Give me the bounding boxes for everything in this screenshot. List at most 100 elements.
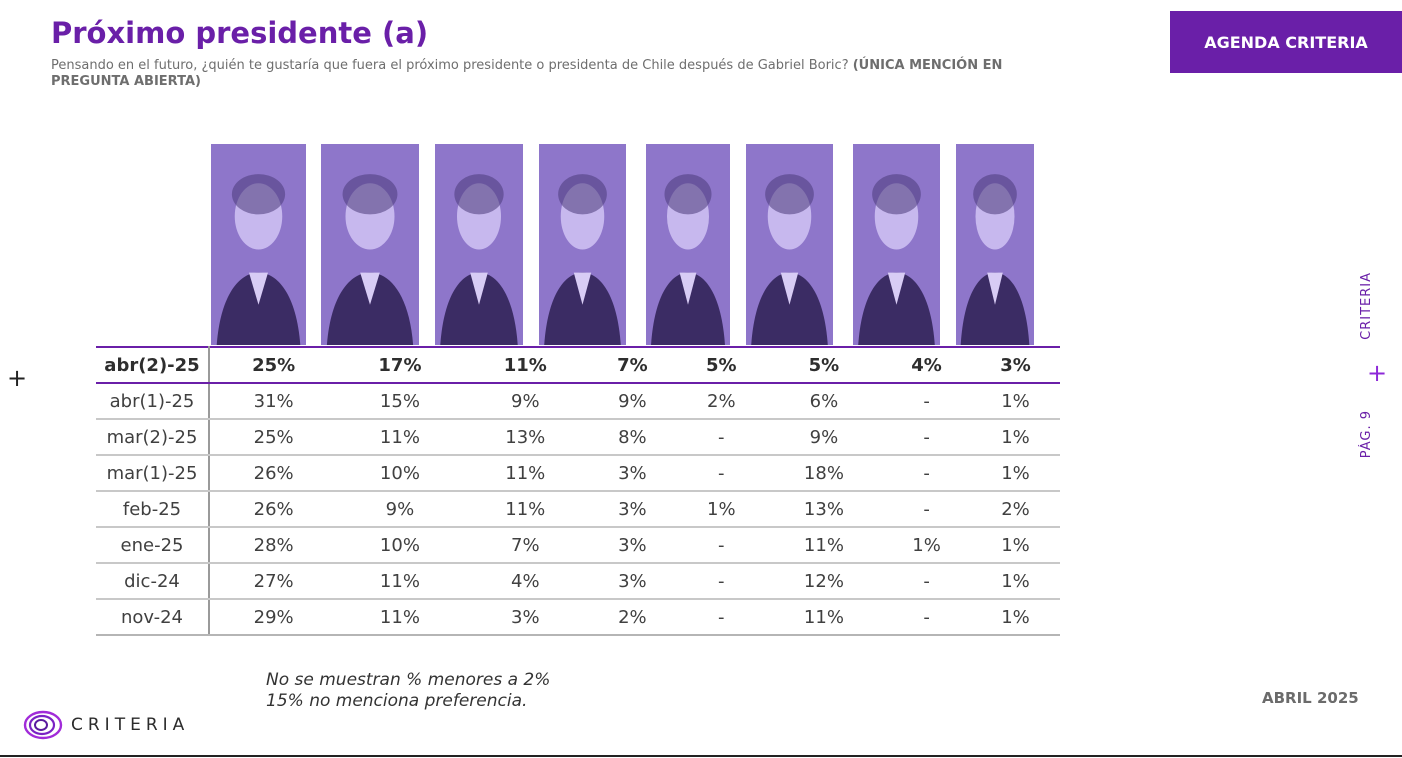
page-number: PÁG. 9 <box>1359 410 1374 459</box>
person-silhouette-icon <box>435 144 523 345</box>
value-cell-candidate-8: 3% <box>971 346 1060 384</box>
value-cell-candidate-1: 26% <box>209 491 338 528</box>
candidate-5-photo <box>646 144 730 345</box>
value-cell-candidate-7: - <box>882 383 972 420</box>
value-cell-candidate-1: 25% <box>209 346 338 384</box>
value-cell-candidate-3: 13% <box>462 419 588 456</box>
row-label: feb-25 <box>96 491 210 528</box>
row-label: mar(2)-25 <box>96 419 210 456</box>
value-cell-candidate-2: 15% <box>337 383 463 420</box>
value-cell-candidate-7: - <box>882 491 972 528</box>
value-cell-candidate-2: 10% <box>337 527 463 564</box>
value-cell-candidate-2: 11% <box>337 419 463 456</box>
value-cell-candidate-6: 11% <box>765 527 883 564</box>
question-body: Pensando en el futuro, ¿quién te gustarí… <box>51 58 849 73</box>
row-label: abr(1)-25 <box>96 383 210 420</box>
question-note: (ÚNICA MENCIÓN EN PREGUNTA ABIERTA) <box>51 58 1003 89</box>
value-cell-candidate-7: 1% <box>882 527 972 564</box>
value-cell-candidate-1: 27% <box>209 563 338 600</box>
question-text: Pensando en el futuro, ¿quién te gustarí… <box>51 58 1011 90</box>
value-cell-candidate-3: 11% <box>462 491 588 528</box>
candidate-4-photo <box>539 144 626 345</box>
results-table-body: abr(2)-25 25% 17% 11% 7% 5% 5% 4% 3% abr(1)-25 31%… <box>96 346 1060 636</box>
criteria-logo: CRITERIA <box>23 709 189 741</box>
value-cell-candidate-5: 1% <box>676 491 766 528</box>
value-cell-candidate-7: - <box>882 419 972 456</box>
value-cell-candidate-6: 13% <box>765 491 883 528</box>
value-cell-candidate-5: - <box>676 563 766 600</box>
criteria-logo-icon <box>23 710 63 740</box>
value-cell-candidate-4: 8% <box>587 419 677 456</box>
value-cell-candidate-8: 1% <box>971 563 1060 600</box>
value-cell-candidate-1: 31% <box>209 383 338 420</box>
side-rail: CRITERIA + PÁG. 9 <box>1359 270 1397 470</box>
value-cell-candidate-1: 25% <box>209 419 338 456</box>
person-silhouette-icon <box>646 144 730 345</box>
table-row: abr(1)-25 31% 15% 9% 9% 2% 6% -1% <box>96 383 1060 420</box>
person-silhouette-icon <box>211 144 306 345</box>
table-row: ene-25 28% 10% 7% 3% -11% 1% 1% <box>96 527 1060 564</box>
value-cell-candidate-6: 18% <box>765 455 883 492</box>
value-cell-candidate-6: 12% <box>765 563 883 600</box>
value-cell-candidate-4: 3% <box>587 455 677 492</box>
person-silhouette-icon <box>956 144 1034 345</box>
footnote-no-preference: 15% no menciona preferencia. <box>266 691 528 711</box>
value-cell-candidate-5: - <box>676 455 766 492</box>
row-label: abr(2)-25 <box>96 346 210 384</box>
value-cell-candidate-3: 4% <box>462 563 588 600</box>
value-cell-candidate-4: 3% <box>587 563 677 600</box>
value-cell-candidate-6: 5% <box>765 346 883 384</box>
left-plus-mark: + <box>7 364 28 392</box>
value-cell-candidate-3: 3% <box>462 599 588 636</box>
value-cell-candidate-8: 2% <box>971 491 1060 528</box>
value-cell-candidate-4: 2% <box>587 599 677 636</box>
candidate-6-photo <box>746 144 833 345</box>
value-cell-candidate-5: - <box>676 599 766 636</box>
table-row: nov-24 29% 11% 3% 2% -11% -1% <box>96 599 1060 636</box>
value-cell-candidate-6: 6% <box>765 383 883 420</box>
results-table: abr(2)-25 25% 17% 11% 7% 5% 5% 4% 3% abr(1)-25 31%… <box>96 346 1060 636</box>
row-label: dic-24 <box>96 563 210 600</box>
row-label: ene-25 <box>96 527 210 564</box>
candidate-7-photo <box>853 144 940 345</box>
row-label: nov-24 <box>96 599 210 636</box>
person-silhouette-icon <box>853 144 940 345</box>
footnotes: No se muestran % menores a 2% 15% no men… <box>266 670 550 712</box>
value-cell-candidate-6: 11% <box>765 599 883 636</box>
value-cell-candidate-8: 1% <box>971 599 1060 636</box>
footnote-threshold: No se muestran % menores a 2% <box>266 670 551 690</box>
value-cell-candidate-5: - <box>676 419 766 456</box>
table-row: mar(2)-25 25% 11% 13% 8% -9% -1% <box>96 419 1060 456</box>
value-cell-candidate-7: 4% <box>882 346 972 384</box>
value-cell-candidate-5: 2% <box>676 383 766 420</box>
value-cell-candidate-7: - <box>882 455 972 492</box>
value-cell-candidate-8: 1% <box>971 383 1060 420</box>
bottom-rule <box>0 755 1402 757</box>
table-row-latest: abr(2)-25 25% 17% 11% 7% 5% 5% 4% 3% <box>96 346 1060 384</box>
report-date: ABRIL 2025 <box>1262 689 1359 707</box>
value-cell-candidate-4: 3% <box>587 527 677 564</box>
page-title: Próximo presidente (a) <box>51 16 429 50</box>
value-cell-candidate-2: 11% <box>337 599 463 636</box>
person-silhouette-icon <box>321 144 419 345</box>
candidate-8-photo <box>956 144 1034 345</box>
person-silhouette-icon <box>539 144 626 345</box>
value-cell-candidate-4: 9% <box>587 383 677 420</box>
value-cell-candidate-7: - <box>882 563 972 600</box>
criteria-logo-text: CRITERIA <box>71 715 190 735</box>
side-plus-mark: + <box>1367 359 1388 387</box>
value-cell-candidate-8: 1% <box>971 527 1060 564</box>
value-cell-candidate-5: 5% <box>676 346 766 384</box>
row-label: mar(1)-25 <box>96 455 210 492</box>
value-cell-candidate-8: 1% <box>971 455 1060 492</box>
candidate-1-photo <box>211 144 306 345</box>
value-cell-candidate-4: 7% <box>587 346 677 384</box>
table-row: feb-25 26% 9% 11% 3% 1% 13% -2% <box>96 491 1060 528</box>
value-cell-candidate-6: 9% <box>765 419 883 456</box>
value-cell-candidate-7: - <box>882 599 972 636</box>
value-cell-candidate-3: 7% <box>462 527 588 564</box>
value-cell-candidate-2: 17% <box>337 346 463 384</box>
value-cell-candidate-3: 11% <box>462 346 588 384</box>
table-row: mar(1)-25 26% 10% 11% 3% -18% -1% <box>96 455 1060 492</box>
value-cell-candidate-2: 9% <box>337 491 463 528</box>
